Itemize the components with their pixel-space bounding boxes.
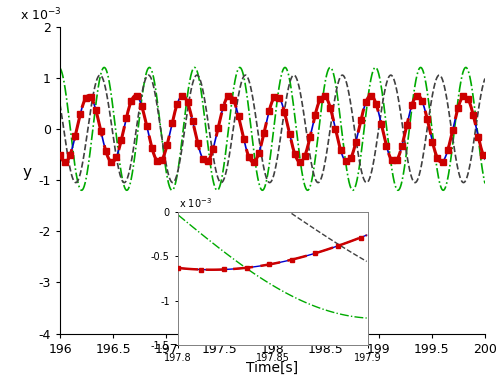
Text: x 10$^{-3}$: x 10$^{-3}$ xyxy=(20,7,61,23)
Y-axis label: y: y xyxy=(23,165,32,180)
Text: x 10$^{-3}$: x 10$^{-3}$ xyxy=(180,196,212,210)
X-axis label: Time[s]: Time[s] xyxy=(246,361,298,375)
